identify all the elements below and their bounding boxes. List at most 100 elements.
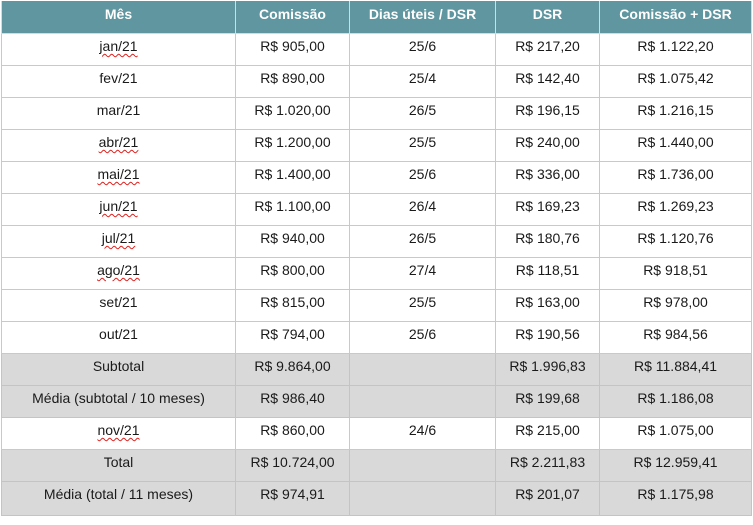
cell-days: 25/6 <box>349 33 496 66</box>
cell-days: 25/5 <box>349 129 496 162</box>
table-row: mar/21 R$ 1.020,00 26/5 R$ 196,15 R$ 1.2… <box>1 97 752 130</box>
cell-commission: R$ 905,00 <box>235 33 350 66</box>
cell-total: R$ 984,56 <box>599 321 752 354</box>
row-label: Média (subtotal / 10 meses) <box>32 390 205 406</box>
table-row: jul/21 R$ 940,00 26/5 R$ 180,76 R$ 1.120… <box>1 225 752 258</box>
cell-commission: R$ 794,00 <box>235 321 350 354</box>
cell-dsr: R$ 217,20 <box>495 33 600 66</box>
cell-dsr: R$ 215,00 <box>495 417 600 450</box>
cell-month: set/21 <box>1 289 236 322</box>
cell-commission: R$ 1.100,00 <box>235 193 350 226</box>
cell-commission: R$ 9.864,00 <box>235 353 350 386</box>
row-label: Total <box>103 454 134 470</box>
cell-total: R$ 1.122,20 <box>599 33 752 66</box>
cell-dsr: R$ 336,00 <box>495 161 600 194</box>
table-row: nov/21 R$ 860,00 24/6 R$ 215,00 R$ 1.075… <box>1 417 752 450</box>
month-label: out/21 <box>99 326 138 342</box>
row-label: Média (total / 11 meses) <box>43 486 194 502</box>
header-month: Mês <box>1 1 236 34</box>
cell-commission: R$ 800,00 <box>235 257 350 290</box>
cell-dsr: R$ 199,68 <box>495 385 600 418</box>
cell-dsr: R$ 142,40 <box>495 65 600 98</box>
cell-commission: R$ 1.200,00 <box>235 129 350 162</box>
cell-month: Média (subtotal / 10 meses) <box>1 385 236 418</box>
cell-month: out/21 <box>1 321 236 354</box>
month-label: nov/21 <box>97 422 140 438</box>
cell-total: R$ 12.959,41 <box>599 449 752 482</box>
cell-days <box>349 353 496 386</box>
header-commission: Comissão <box>235 1 350 34</box>
cell-dsr: R$ 2.211,83 <box>495 449 600 482</box>
cell-days: 25/5 <box>349 289 496 322</box>
cell-total: R$ 11.884,41 <box>599 353 752 386</box>
cell-month: ago/21 <box>1 257 236 290</box>
cell-days <box>349 449 496 482</box>
cell-dsr: R$ 169,23 <box>495 193 600 226</box>
month-label: ago/21 <box>97 262 140 278</box>
cell-total: R$ 1.075,42 <box>599 65 752 98</box>
cell-total: R$ 918,51 <box>599 257 752 290</box>
month-label: jun/21 <box>99 198 138 214</box>
cell-commission: R$ 815,00 <box>235 289 350 322</box>
cell-commission: R$ 890,00 <box>235 65 350 98</box>
cell-dsr: R$ 240,00 <box>495 129 600 162</box>
month-label: jan/21 <box>99 38 138 54</box>
cell-total: R$ 1.216,15 <box>599 97 752 130</box>
subtotal-row: Subtotal R$ 9.864,00 R$ 1.996,83 R$ 11.8… <box>1 353 752 386</box>
header-commission-plus-dsr: Comissão + DSR <box>599 1 752 34</box>
cell-dsr: R$ 163,00 <box>495 289 600 322</box>
cell-month: mar/21 <box>1 97 236 130</box>
cell-dsr: R$ 190,56 <box>495 321 600 354</box>
cell-days <box>349 481 496 516</box>
cell-days: 25/6 <box>349 161 496 194</box>
cell-month: mai/21 <box>1 161 236 194</box>
cell-days: 26/5 <box>349 97 496 130</box>
cell-dsr: R$ 118,51 <box>495 257 600 290</box>
cell-total: R$ 1.186,08 <box>599 385 752 418</box>
month-label: abr/21 <box>98 134 139 150</box>
cell-days: 26/5 <box>349 225 496 258</box>
cell-commission: R$ 940,00 <box>235 225 350 258</box>
cell-month: Média (total / 11 meses) <box>1 481 236 516</box>
cell-days: 26/4 <box>349 193 496 226</box>
cell-days: 25/4 <box>349 65 496 98</box>
cell-days: 27/4 <box>349 257 496 290</box>
table-row: abr/21 R$ 1.200,00 25/5 R$ 240,00 R$ 1.4… <box>1 129 752 162</box>
cell-month: abr/21 <box>1 129 236 162</box>
month-label: jul/21 <box>101 230 136 246</box>
month-label: mar/21 <box>96 102 141 118</box>
cell-month: jan/21 <box>1 33 236 66</box>
table-row: ago/21 R$ 800,00 27/4 R$ 118,51 R$ 918,5… <box>1 257 752 290</box>
table-row: fev/21 R$ 890,00 25/4 R$ 142,40 R$ 1.075… <box>1 65 752 98</box>
row-label: Subtotal <box>92 358 145 374</box>
cell-commission: R$ 986,40 <box>235 385 350 418</box>
cell-month: jun/21 <box>1 193 236 226</box>
total-average-row: Média (total / 11 meses) R$ 974,91 R$ 20… <box>1 481 752 516</box>
commission-table: Mês Comissão Dias úteis / DSR DSR Comiss… <box>1 1 752 516</box>
table-row: out/21 R$ 794,00 25/6 R$ 190,56 R$ 984,5… <box>1 321 752 354</box>
cell-dsr: R$ 1.996,83 <box>495 353 600 386</box>
cell-days <box>349 385 496 418</box>
cell-days: 24/6 <box>349 417 496 450</box>
cell-commission: R$ 10.724,00 <box>235 449 350 482</box>
cell-total: R$ 1.175,98 <box>599 481 752 516</box>
header-working-days-dsr: Dias úteis / DSR <box>349 1 496 34</box>
month-label: mai/21 <box>97 166 140 182</box>
cell-total: R$ 1.736,00 <box>599 161 752 194</box>
cell-total: R$ 978,00 <box>599 289 752 322</box>
table-row: mai/21 R$ 1.400,00 25/6 R$ 336,00 R$ 1.7… <box>1 161 752 194</box>
cell-commission: R$ 860,00 <box>235 417 350 450</box>
cell-month: jul/21 <box>1 225 236 258</box>
month-label: fev/21 <box>99 70 138 86</box>
cell-total: R$ 1.075,00 <box>599 417 752 450</box>
cell-commission: R$ 1.020,00 <box>235 97 350 130</box>
subtotal-average-row: Média (subtotal / 10 meses) R$ 986,40 R$… <box>1 385 752 418</box>
cell-total: R$ 1.120,76 <box>599 225 752 258</box>
header-dsr: DSR <box>495 1 600 34</box>
cell-total: R$ 1.269,23 <box>599 193 752 226</box>
table-row: set/21 R$ 815,00 25/5 R$ 163,00 R$ 978,0… <box>1 289 752 322</box>
cell-total: R$ 1.440,00 <box>599 129 752 162</box>
total-row: Total R$ 10.724,00 R$ 2.211,83 R$ 12.959… <box>1 449 752 482</box>
header-row: Mês Comissão Dias úteis / DSR DSR Comiss… <box>1 1 752 34</box>
cell-month: fev/21 <box>1 65 236 98</box>
